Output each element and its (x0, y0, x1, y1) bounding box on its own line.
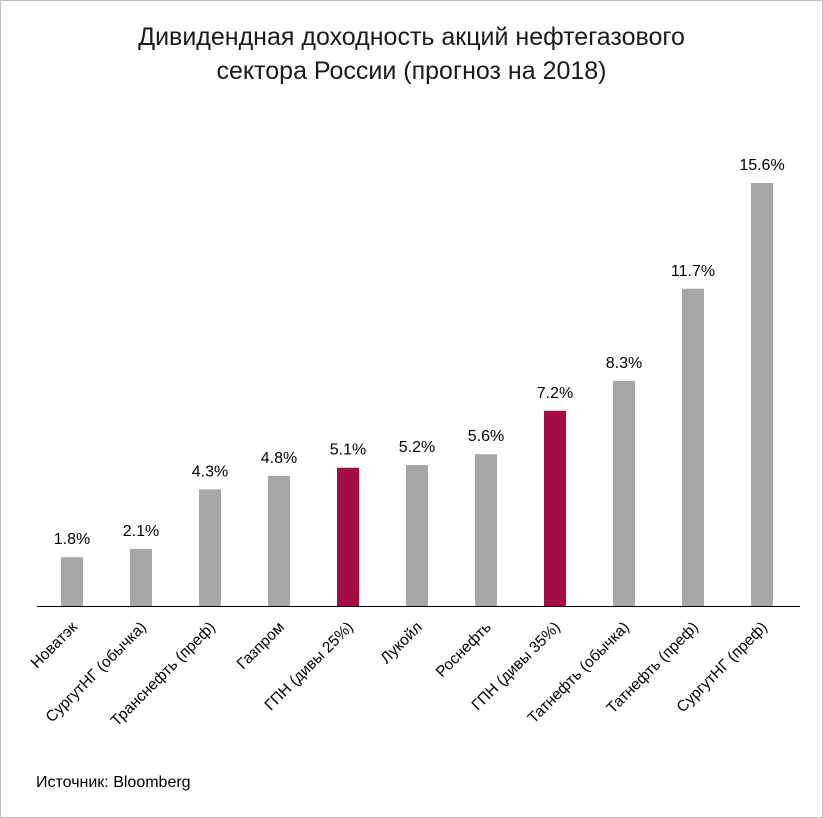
chart-title-line-2: сектора России (прогноз на 2018) (216, 57, 607, 85)
data-label-7: 7.2% (537, 385, 573, 402)
data-label-6: 5.6% (468, 428, 504, 445)
category-label-6: Роснефть (433, 619, 495, 681)
data-label-2: 4.3% (192, 463, 228, 480)
bar-4 (337, 467, 359, 606)
bar-6 (475, 454, 497, 606)
bar-1 (130, 549, 152, 606)
bar-9 (682, 288, 704, 606)
data-label-5: 5.2% (399, 439, 435, 456)
chart-title: Дивидендная доходность акций нефтегазово… (0, 20, 823, 88)
category-label-3: Газпром (234, 619, 288, 673)
data-label-0: 1.8% (54, 531, 90, 548)
bar-0 (61, 557, 83, 606)
chart-title-line-1: Дивидендная доходность акций нефтегазово… (138, 23, 685, 51)
data-label-4: 5.1% (330, 442, 366, 459)
bar-7 (544, 410, 566, 606)
bar-5 (406, 465, 428, 606)
data-label-10: 15.6% (739, 157, 784, 174)
bar-10 (751, 183, 773, 606)
bar-3 (268, 475, 290, 606)
source-note: Источник: Bloomberg (36, 774, 191, 791)
category-label-5: Лукойл (377, 619, 425, 667)
data-label-8: 8.3% (606, 355, 642, 372)
category-label-0: Новатэк (28, 619, 81, 672)
data-label-9: 11.7% (671, 263, 715, 280)
bar-8 (613, 380, 635, 606)
data-label-3: 4.8% (261, 450, 297, 467)
bar-2 (199, 489, 221, 606)
data-label-1: 2.1% (123, 523, 159, 540)
